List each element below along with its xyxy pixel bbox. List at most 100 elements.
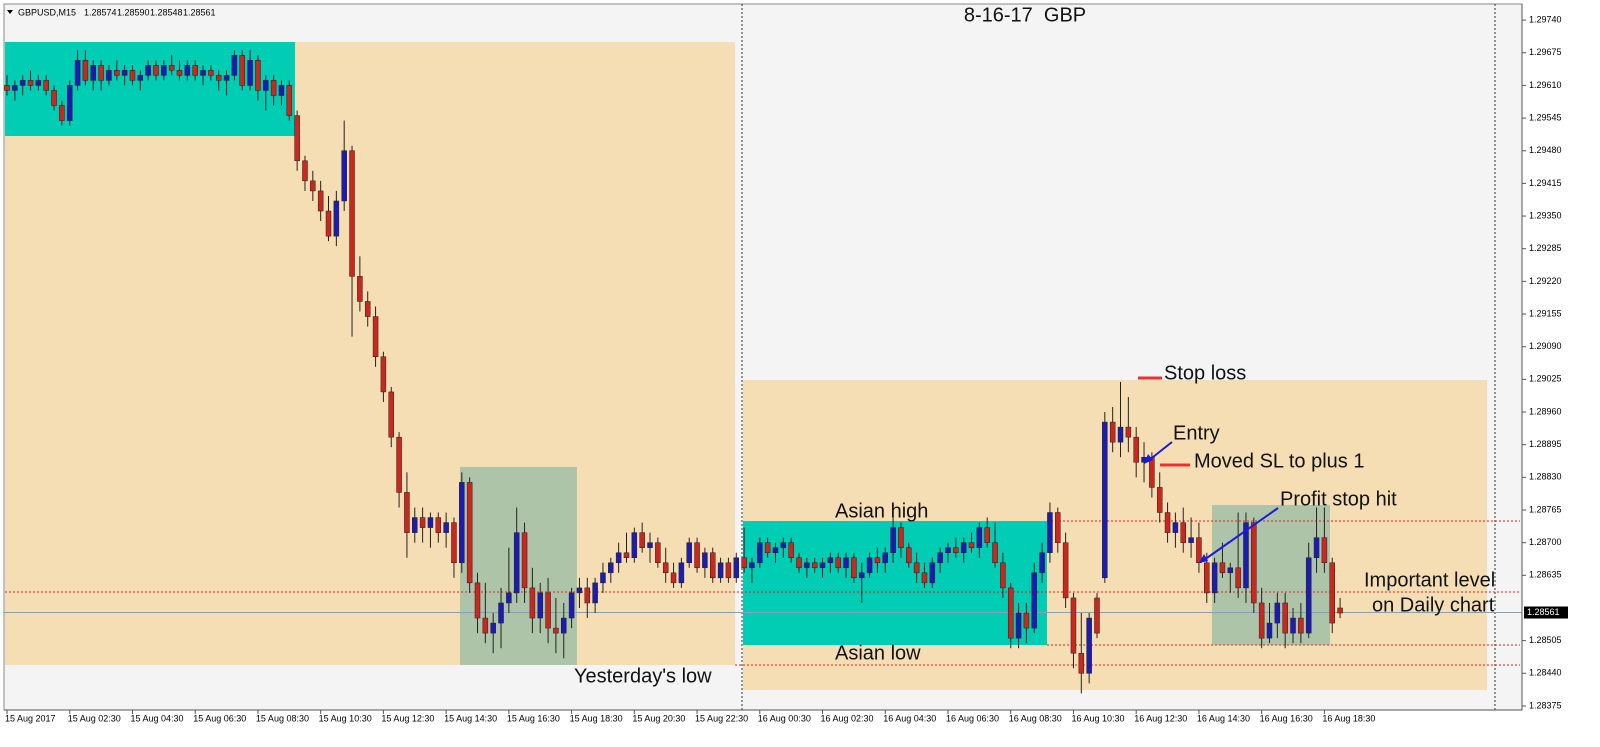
candle-body [1015, 612, 1022, 639]
candle-body [66, 85, 73, 121]
candle-body [247, 60, 253, 86]
candle-body [27, 80, 34, 86]
candle-body [960, 542, 967, 553]
annotation: Important level [1364, 569, 1495, 591]
x-tick-label: 15 Aug 06:30 [193, 713, 246, 723]
candle-body [263, 80, 269, 91]
candle-body [1290, 617, 1296, 634]
candle-body [1125, 426, 1132, 438]
candle-body [615, 552, 622, 564]
candle-body [623, 552, 630, 558]
candle-body [953, 547, 959, 553]
candle-body [592, 582, 598, 604]
x-tick-label: 16 Aug 12:30 [1134, 713, 1187, 723]
candle-body [749, 562, 755, 569]
candle-body [976, 527, 983, 548]
y-tick-label: 1.29675 [1529, 47, 1562, 57]
menu-arrow [7, 10, 13, 14]
candle-body [764, 542, 771, 553]
candle-body [137, 75, 144, 81]
candle-body [584, 587, 591, 604]
candle-body [1062, 542, 1069, 599]
candle-body [474, 582, 481, 619]
candle-body [1180, 522, 1186, 543]
candle-body [529, 587, 536, 619]
candle-body [364, 301, 371, 317]
candle-body [176, 70, 183, 76]
candle-body [325, 210, 332, 237]
candle-body [921, 572, 928, 584]
candle-body [647, 542, 653, 548]
candle-body [168, 65, 175, 71]
candle-body [1235, 567, 1241, 589]
annotation: Yesterday's low [574, 665, 712, 687]
candle-body [545, 592, 551, 629]
candle-body [333, 200, 340, 237]
candle-body [1258, 602, 1265, 639]
candle-body [1000, 562, 1006, 589]
candle-body [59, 105, 65, 121]
candle-body [537, 592, 543, 619]
open: 1.28574 [84, 7, 117, 17]
candle-body [1211, 562, 1218, 594]
arrow [1147, 441, 1173, 462]
y-tick-label: 1.28375 [1529, 700, 1562, 710]
candle-body [302, 160, 308, 182]
candle-body [1204, 562, 1210, 594]
candle-body [1305, 557, 1312, 634]
candle-body [1109, 421, 1116, 443]
arrow [1203, 507, 1279, 561]
candle-body [906, 547, 912, 564]
y-tick-label: 1.29220 [1529, 276, 1562, 286]
candle-body [451, 522, 457, 564]
candle-body [19, 80, 26, 86]
candle-body [231, 55, 238, 76]
candle-body [427, 517, 434, 528]
candle-body [858, 572, 865, 579]
y-tick-label: 1.29285 [1529, 243, 1562, 253]
candle-body [686, 542, 692, 564]
candle-body [192, 65, 198, 76]
y-tick-label: 1.28505 [1529, 635, 1562, 645]
y-tick-label: 1.28960 [1529, 406, 1562, 416]
candle-body [788, 542, 794, 558]
candle-body [561, 617, 567, 634]
candle-body [608, 562, 614, 574]
high: 1.28590 [117, 7, 150, 17]
candle-body [145, 65, 151, 76]
candle-body [741, 557, 747, 569]
y-tick-label: 1.28440 [1529, 668, 1562, 678]
candle-body [51, 90, 57, 106]
candle-body [114, 70, 120, 76]
candle-body [1055, 512, 1061, 543]
candle-body [121, 70, 128, 76]
y-tick-label: 1.29480 [1529, 145, 1562, 155]
candle-body [874, 557, 881, 564]
candle-body [310, 180, 316, 192]
x-tick-label: 16 Aug 10:30 [1071, 713, 1124, 723]
candle-body [796, 557, 802, 569]
candle-body [1031, 572, 1038, 629]
candle-body [82, 60, 89, 81]
candle-body [843, 557, 849, 569]
x-tick-label: 16 Aug 14:30 [1197, 713, 1250, 723]
x-tick-label: 15 Aug 18:30 [570, 713, 623, 723]
y-tick-label: 1.29740 [1529, 14, 1562, 24]
candle-body [372, 316, 379, 357]
candle-body [733, 557, 740, 579]
candle-body [466, 482, 473, 584]
x-tick-label: 16 Aug 18:30 [1322, 713, 1375, 723]
symbol: GBPUSD,M15 [18, 7, 76, 17]
candle-body [1047, 512, 1053, 553]
y-tick-label: 1.29350 [1529, 210, 1562, 220]
candle-body [898, 527, 904, 548]
candles [4, 50, 1522, 694]
candle-body [1117, 426, 1124, 443]
candle-body [239, 55, 245, 86]
y-tick-label: 1.29415 [1529, 178, 1562, 188]
candle-body [1219, 562, 1226, 574]
candle-body [12, 85, 18, 91]
candle-body [35, 80, 42, 86]
candle-body [270, 80, 277, 96]
candle-body [1243, 522, 1249, 589]
